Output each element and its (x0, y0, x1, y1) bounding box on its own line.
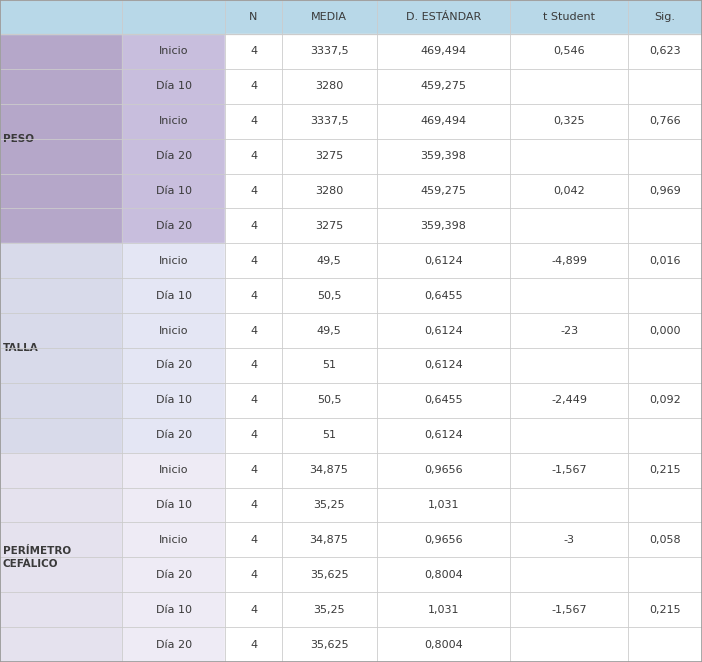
Text: Día 10: Día 10 (156, 395, 192, 405)
Text: 1,031: 1,031 (428, 500, 459, 510)
Text: -2,449: -2,449 (551, 395, 587, 405)
Text: t Student: t Student (543, 12, 595, 22)
Text: 4: 4 (250, 430, 257, 440)
Text: -1,567: -1,567 (551, 604, 587, 614)
Text: 359,398: 359,398 (420, 221, 466, 231)
Text: 0,969: 0,969 (649, 186, 681, 196)
Text: 469,494: 469,494 (420, 116, 467, 126)
Text: 49,5: 49,5 (317, 256, 341, 265)
Text: Día 10: Día 10 (156, 81, 192, 91)
Text: 459,275: 459,275 (420, 186, 467, 196)
Text: 4: 4 (250, 570, 257, 580)
Text: 4: 4 (250, 639, 257, 649)
Text: 51: 51 (322, 360, 336, 371)
Text: 0,8004: 0,8004 (424, 639, 463, 649)
Text: 0,6124: 0,6124 (424, 326, 463, 336)
Text: Inicio: Inicio (159, 116, 189, 126)
Text: 459,275: 459,275 (420, 81, 467, 91)
Text: 3337,5: 3337,5 (310, 46, 348, 56)
Text: 4: 4 (250, 151, 257, 161)
Text: Día 20: Día 20 (156, 151, 192, 161)
Text: Día 20: Día 20 (156, 360, 192, 371)
Text: 0,000: 0,000 (649, 326, 680, 336)
Text: 469,494: 469,494 (420, 46, 467, 56)
Text: 0,092: 0,092 (649, 395, 681, 405)
Text: 0,6455: 0,6455 (424, 291, 463, 301)
Text: 0,6455: 0,6455 (424, 395, 463, 405)
Text: 50,5: 50,5 (317, 291, 341, 301)
Text: 4: 4 (250, 81, 257, 91)
Text: 0,215: 0,215 (649, 604, 681, 614)
Text: 4: 4 (250, 221, 257, 231)
Text: 4: 4 (250, 360, 257, 371)
Text: Día 20: Día 20 (156, 430, 192, 440)
Text: 34,875: 34,875 (310, 465, 349, 475)
Text: -4,899: -4,899 (551, 256, 587, 265)
Text: MEDIA: MEDIA (311, 12, 347, 22)
Text: 51: 51 (322, 430, 336, 440)
Text: Sig.: Sig. (654, 12, 675, 22)
Text: PESO: PESO (3, 134, 34, 144)
Text: PERÍMETRO
CEFÁLICO: PERÍMETRO CEFÁLICO (3, 546, 71, 569)
Text: 3275: 3275 (315, 151, 343, 161)
Text: 4: 4 (250, 291, 257, 301)
Text: 49,5: 49,5 (317, 326, 341, 336)
Text: Inicio: Inicio (159, 326, 189, 336)
Text: Día 20: Día 20 (156, 639, 192, 649)
Text: Día 20: Día 20 (156, 570, 192, 580)
Text: 0,9656: 0,9656 (424, 465, 463, 475)
Text: 359,398: 359,398 (420, 151, 466, 161)
Text: 4: 4 (250, 46, 257, 56)
Text: 50,5: 50,5 (317, 395, 341, 405)
Text: 4: 4 (250, 465, 257, 475)
Text: Día 20: Día 20 (156, 221, 192, 231)
Text: 0,766: 0,766 (649, 116, 681, 126)
Text: 0,6124: 0,6124 (424, 430, 463, 440)
Text: 4: 4 (250, 256, 257, 265)
Text: 35,625: 35,625 (310, 639, 348, 649)
Text: -3: -3 (564, 535, 574, 545)
Text: Día 10: Día 10 (156, 500, 192, 510)
Text: 1,031: 1,031 (428, 604, 459, 614)
Text: 3337,5: 3337,5 (310, 116, 348, 126)
Text: 4: 4 (250, 116, 257, 126)
Text: 0,546: 0,546 (553, 46, 585, 56)
Text: 4: 4 (250, 604, 257, 614)
Text: 3280: 3280 (315, 81, 343, 91)
Text: Inicio: Inicio (159, 465, 189, 475)
Text: Día 10: Día 10 (156, 604, 192, 614)
Text: 0,016: 0,016 (649, 256, 680, 265)
Bar (0, 0, 702, 34)
Text: 4: 4 (250, 326, 257, 336)
Text: 0,9656: 0,9656 (424, 535, 463, 545)
Text: -1,567: -1,567 (551, 465, 587, 475)
Text: D. ESTÁNDAR: D. ESTÁNDAR (406, 12, 481, 22)
Text: 0,623: 0,623 (649, 46, 681, 56)
Text: N: N (249, 12, 258, 22)
Text: 4: 4 (250, 535, 257, 545)
Text: Inicio: Inicio (159, 535, 189, 545)
Text: 4: 4 (250, 500, 257, 510)
Text: 35,625: 35,625 (310, 570, 348, 580)
Text: 35,25: 35,25 (313, 604, 345, 614)
Text: 0,042: 0,042 (553, 186, 585, 196)
Text: 0,6124: 0,6124 (424, 360, 463, 371)
Text: 0,325: 0,325 (553, 116, 585, 126)
Text: 0,8004: 0,8004 (424, 570, 463, 580)
Text: 3280: 3280 (315, 186, 343, 196)
Text: 4: 4 (250, 186, 257, 196)
Text: 3275: 3275 (315, 221, 343, 231)
Text: Día 10: Día 10 (156, 291, 192, 301)
Text: Inicio: Inicio (159, 256, 189, 265)
Text: 0,6124: 0,6124 (424, 256, 463, 265)
Text: TALLA: TALLA (3, 343, 39, 353)
Text: 35,25: 35,25 (313, 500, 345, 510)
Text: 0,058: 0,058 (649, 535, 681, 545)
Text: -23: -23 (560, 326, 578, 336)
Text: 0,215: 0,215 (649, 465, 681, 475)
Text: Día 10: Día 10 (156, 186, 192, 196)
Text: 34,875: 34,875 (310, 535, 349, 545)
Text: 4: 4 (250, 395, 257, 405)
Text: Inicio: Inicio (159, 46, 189, 56)
